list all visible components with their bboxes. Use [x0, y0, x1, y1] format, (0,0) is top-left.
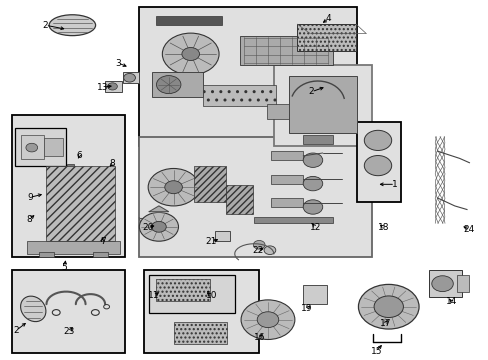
Bar: [44, 138, 62, 156]
Circle shape: [139, 212, 178, 241]
Circle shape: [364, 156, 391, 176]
Bar: [67, 164, 74, 248]
Bar: [203, 85, 276, 106]
Text: 20: 20: [142, 223, 153, 232]
Bar: [139, 137, 371, 257]
Bar: [215, 231, 229, 241]
Circle shape: [107, 83, 117, 90]
Polygon shape: [149, 206, 168, 212]
Circle shape: [253, 240, 264, 249]
Bar: [456, 275, 468, 292]
Ellipse shape: [20, 296, 46, 321]
Text: 3: 3: [115, 58, 121, 68]
Text: 19: 19: [301, 305, 312, 313]
Bar: [303, 135, 332, 144]
Bar: [139, 7, 356, 146]
Bar: [266, 104, 346, 119]
Circle shape: [123, 73, 135, 82]
Text: 17: 17: [379, 320, 390, 328]
Text: 14: 14: [445, 297, 457, 306]
Text: 22: 22: [252, 246, 264, 255]
Circle shape: [358, 284, 418, 329]
Text: 12: 12: [309, 223, 321, 232]
Circle shape: [241, 300, 294, 339]
Bar: [20, 135, 44, 159]
Bar: [149, 275, 234, 313]
Text: 15: 15: [370, 346, 382, 356]
Circle shape: [182, 48, 199, 60]
Text: 4: 4: [325, 14, 331, 23]
Bar: [297, 24, 355, 51]
Text: 9: 9: [27, 193, 33, 202]
Circle shape: [303, 153, 322, 167]
Bar: [156, 279, 210, 301]
Text: 18: 18: [377, 223, 389, 232]
Circle shape: [303, 200, 322, 214]
Circle shape: [151, 221, 166, 232]
Circle shape: [148, 168, 199, 206]
Bar: [27, 241, 120, 254]
Bar: [303, 285, 326, 304]
Circle shape: [264, 246, 275, 255]
Ellipse shape: [49, 15, 95, 36]
Text: 24: 24: [463, 225, 474, 234]
Circle shape: [257, 312, 278, 328]
Circle shape: [431, 276, 452, 292]
Text: 11: 11: [148, 292, 160, 300]
Bar: [15, 128, 66, 166]
Text: 8: 8: [109, 159, 115, 168]
Text: 21: 21: [205, 238, 217, 246]
Bar: [254, 217, 332, 223]
Bar: [271, 151, 303, 160]
Bar: [428, 270, 461, 297]
Bar: [123, 72, 139, 83]
Bar: [12, 270, 124, 353]
Text: 6: 6: [76, 151, 82, 160]
Bar: [225, 185, 253, 214]
Bar: [273, 65, 371, 146]
Bar: [239, 36, 332, 65]
Text: 16: 16: [254, 333, 265, 342]
Text: 7: 7: [100, 237, 105, 246]
Text: 23: 23: [63, 328, 75, 336]
Text: 2: 2: [13, 326, 19, 335]
Bar: [194, 166, 225, 202]
Bar: [46, 166, 115, 241]
Circle shape: [303, 176, 322, 191]
Circle shape: [373, 296, 403, 318]
Bar: [173, 322, 227, 344]
Text: 1: 1: [391, 180, 397, 189]
Bar: [288, 76, 356, 133]
Circle shape: [162, 33, 219, 75]
Bar: [12, 115, 124, 257]
Circle shape: [156, 76, 181, 94]
Text: 5: 5: [61, 263, 67, 271]
Bar: [271, 198, 303, 207]
Bar: [144, 270, 259, 353]
Text: 2: 2: [308, 87, 314, 96]
Circle shape: [164, 181, 182, 194]
Bar: [271, 175, 303, 184]
Bar: [151, 72, 203, 97]
Text: 10: 10: [205, 292, 217, 300]
Text: 8: 8: [26, 215, 32, 224]
Circle shape: [364, 130, 391, 150]
Bar: [105, 81, 122, 92]
Bar: [156, 16, 222, 25]
Text: 2: 2: [42, 21, 48, 30]
Bar: [93, 252, 107, 257]
Bar: [39, 252, 54, 257]
Circle shape: [26, 143, 38, 152]
Bar: [356, 122, 400, 202]
Text: 13: 13: [97, 83, 108, 91]
